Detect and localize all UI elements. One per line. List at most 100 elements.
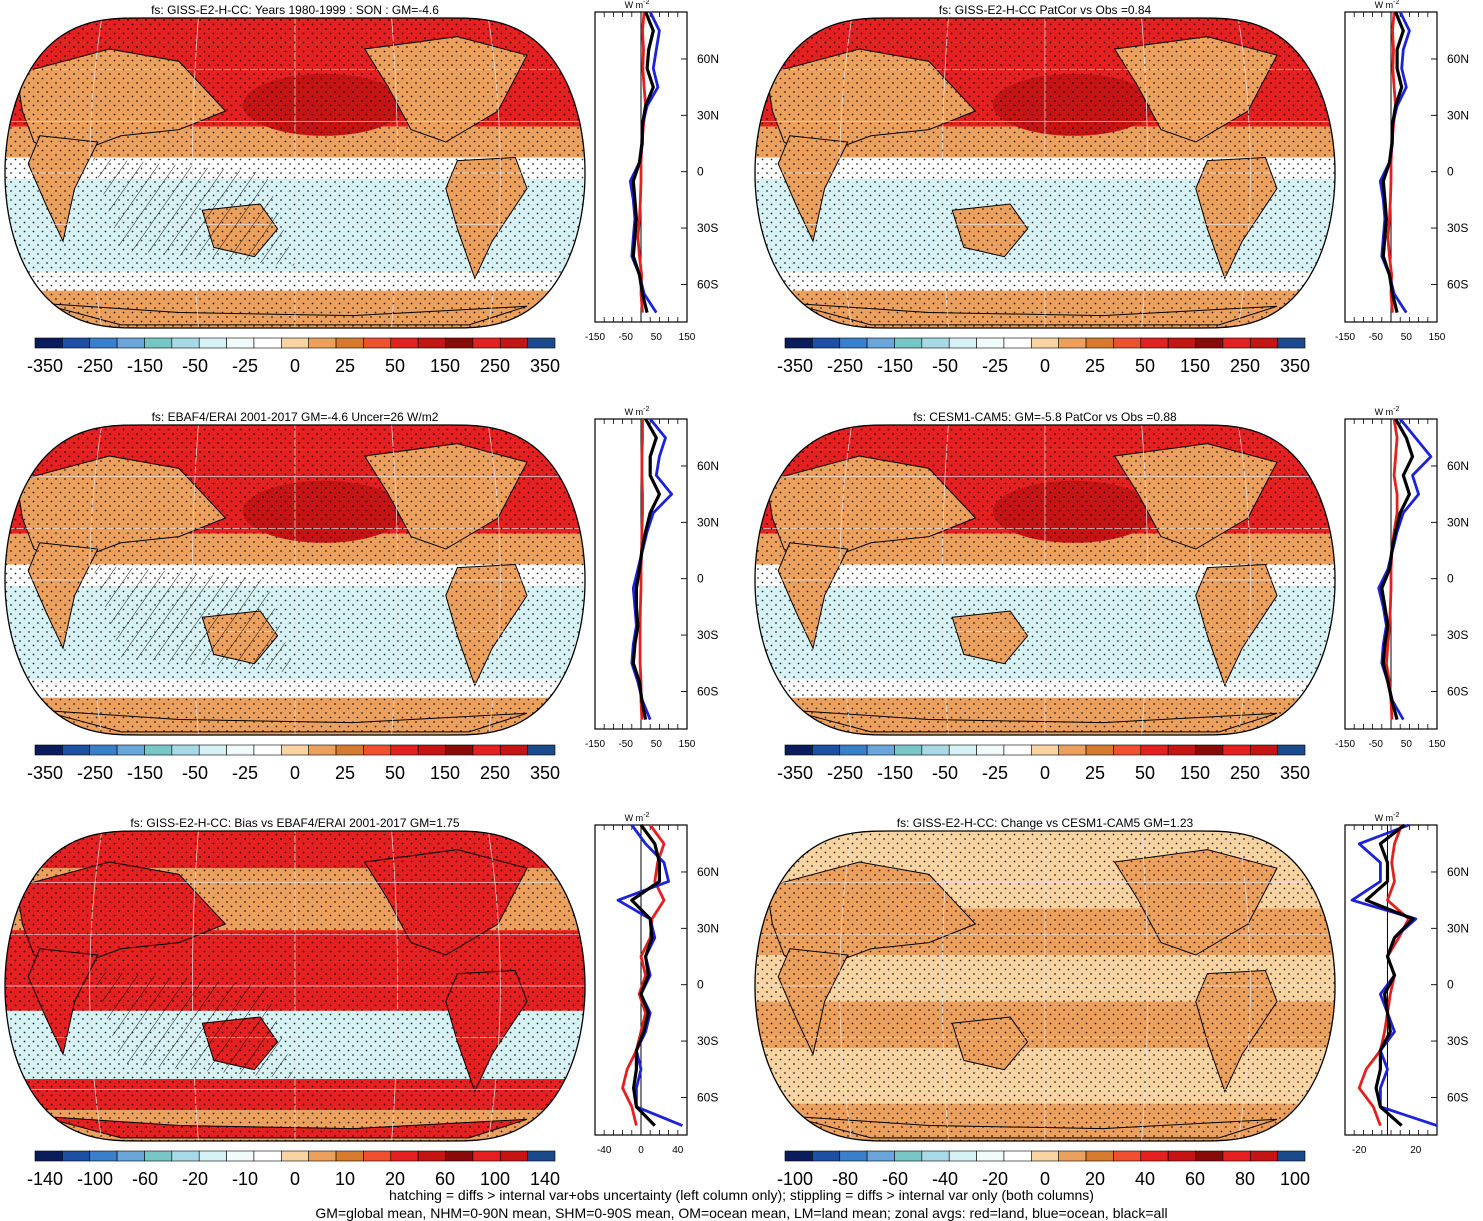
colorbar-tick-label: 350 [1280, 356, 1310, 376]
colorbar-swatch [976, 337, 1005, 349]
zonal-x-tick-label: 0 [638, 1145, 644, 1156]
colorbar-swatch [1140, 744, 1169, 756]
zonal-lat-label: 0 [1447, 978, 1454, 992]
colorbar-swatch [894, 1150, 923, 1162]
zonal-x-tick-label: 50 [1401, 739, 1413, 750]
zonal-lat-label: 0 [697, 978, 704, 992]
colorbar-6: -100 -80 -60 -40 -20 0 20 40 60 80 100 [777, 1150, 1310, 1189]
colorbar-tick-label: -50 [932, 356, 958, 376]
panel-title-4: fs: CESM1-CAM5: GM=-5.8 PatCor vs Obs =0… [913, 410, 1177, 424]
colorbar-swatch [1222, 1150, 1251, 1162]
colorbar-swatch [226, 744, 255, 756]
colorbar-tick-label: 25 [335, 763, 355, 783]
colorbar-tick-label: -140 [27, 1169, 63, 1189]
colorbar-tick-label: 0 [290, 356, 300, 376]
zonal-lat-label: 30S [697, 628, 718, 642]
zonal-lat-label: 60N [697, 52, 719, 66]
colorbar-tick-label: 0 [1040, 1169, 1050, 1189]
zonal-x-tick-label: -150 [585, 332, 605, 343]
colorbar-swatch [527, 744, 556, 756]
colorbar-tick-label: -150 [877, 763, 913, 783]
colorbar-swatch [417, 337, 446, 349]
colorbar-tick-label: 150 [430, 356, 460, 376]
map-panel-3: fs: EBAF4/ERAI 2001-2017 GM=-4.6 Uncer=2… [4, 410, 586, 736]
zonal-x-tick-label: -50 [618, 739, 633, 750]
colorbar-swatch [1113, 1150, 1142, 1162]
panel-title-2: fs: GISS-E2-H-CC PatCor vs Obs =0.84 [939, 3, 1152, 17]
colorbar-tick-label: 50 [385, 763, 405, 783]
colorbar-swatch [894, 744, 923, 756]
zonal-lat-label: 30S [697, 221, 718, 235]
colorbar-tick-label: 10 [335, 1169, 355, 1189]
colorbar-swatch [866, 1150, 895, 1162]
zonal-lat-label: 60S [697, 1090, 718, 1104]
footer-note-hatching: hatching = diffs > internal var+obs unce… [389, 1187, 1094, 1203]
colorbar-swatch [784, 337, 813, 349]
colorbar-swatch [472, 1150, 501, 1162]
colorbar-swatch [390, 1150, 419, 1162]
colorbar-tick-label: -150 [127, 763, 163, 783]
map-panel-4: fs: CESM1-CAM5: GM=-5.8 PatCor vs Obs =0… [754, 410, 1336, 736]
colorbar-swatch [839, 744, 868, 756]
colorbar-swatch [89, 1150, 118, 1162]
zonal-series-ocean [616, 824, 683, 1127]
zonal-x-tick-label: 50 [651, 739, 663, 750]
colorbar-swatch [866, 744, 895, 756]
colorbar-tick-label: 350 [1280, 763, 1310, 783]
zonal-unit-label: W m-2 [625, 0, 650, 10]
colorbar-swatch [34, 1150, 63, 1162]
colorbar-swatch [281, 337, 309, 349]
zonal-x-tick-label: -150 [1335, 739, 1355, 750]
colorbar-swatch [1140, 337, 1169, 349]
map-panel-1: fs: GISS-E2-H-CC: Years 1980-1999 : SON … [4, 3, 586, 329]
zonal-lat-label: 30N [1447, 515, 1469, 529]
panel-title-6: fs: GISS-E2-H-CC: Change vs CESM1-CAM5 G… [897, 816, 1194, 830]
colorbar-swatch [226, 1150, 255, 1162]
zonal-lat-label: 60N [1447, 865, 1469, 879]
zonal-lat-label: 0 [697, 165, 704, 179]
colorbar-tick-label: 0 [290, 1169, 300, 1189]
colorbar-swatch [1085, 1150, 1114, 1162]
colorbar-swatch [921, 1150, 950, 1162]
colorbar-tick-label: -50 [182, 356, 208, 376]
colorbar-swatch [948, 744, 977, 756]
colorbar-tick-label: 25 [335, 356, 355, 376]
zonal-lat-label: 60S [697, 277, 718, 291]
colorbar-tick-label: 0 [290, 763, 300, 783]
colorbar-tick-label: -250 [827, 356, 863, 376]
zonal-unit-label: W m-2 [625, 406, 650, 417]
zonal-series-land [621, 824, 666, 1126]
colorbar-tick-label: -20 [982, 1169, 1008, 1189]
colorbar-swatch [839, 1150, 868, 1162]
colorbar-swatch [171, 1150, 200, 1162]
colorbar-swatch [171, 744, 200, 756]
colorbar-tick-label: 50 [1135, 356, 1155, 376]
colorbar-tick-label: 250 [1230, 356, 1260, 376]
colorbar-swatch [363, 1150, 392, 1162]
colorbar-swatch [1222, 337, 1251, 349]
colorbar-tick-label: -20 [182, 1169, 208, 1189]
zonal-x-tick-label: 20 [1410, 1145, 1422, 1156]
colorbar-swatch [335, 1150, 364, 1162]
colorbar-swatch [1222, 744, 1251, 756]
colorbar-swatch [976, 1150, 1005, 1162]
colorbar-swatch [894, 337, 923, 349]
colorbar-5: -140 -100 -60 -20 -10 0 10 20 60 100 140 [27, 1150, 560, 1189]
footer-note-means: GM=global mean, NHM=0-90N mean, SHM=0-90… [315, 1205, 1168, 1221]
colorbar-swatch [1058, 337, 1087, 349]
colorbar-tick-label: 140 [530, 1169, 560, 1189]
colorbar-swatch [1003, 1150, 1032, 1162]
colorbar-swatch [948, 337, 977, 349]
zonal-lat-label: 30N [697, 921, 719, 935]
map-panel-5: fs: GISS-E2-H-CC: Bias vs EBAF4/ERAI 200… [4, 816, 586, 1142]
colorbar-swatch [1140, 1150, 1169, 1162]
colorbar-swatch [363, 337, 392, 349]
zonal-x-tick-label: -50 [1368, 332, 1383, 343]
zonal-x-tick-label: -20 [1352, 1145, 1367, 1156]
colorbar-tick-label: -100 [777, 1169, 813, 1189]
colorbar-tick-label: -350 [777, 763, 813, 783]
zonal-x-tick-label: -150 [585, 739, 605, 750]
colorbar-tick-label: -25 [982, 763, 1008, 783]
colorbar-swatch [1031, 1150, 1059, 1162]
